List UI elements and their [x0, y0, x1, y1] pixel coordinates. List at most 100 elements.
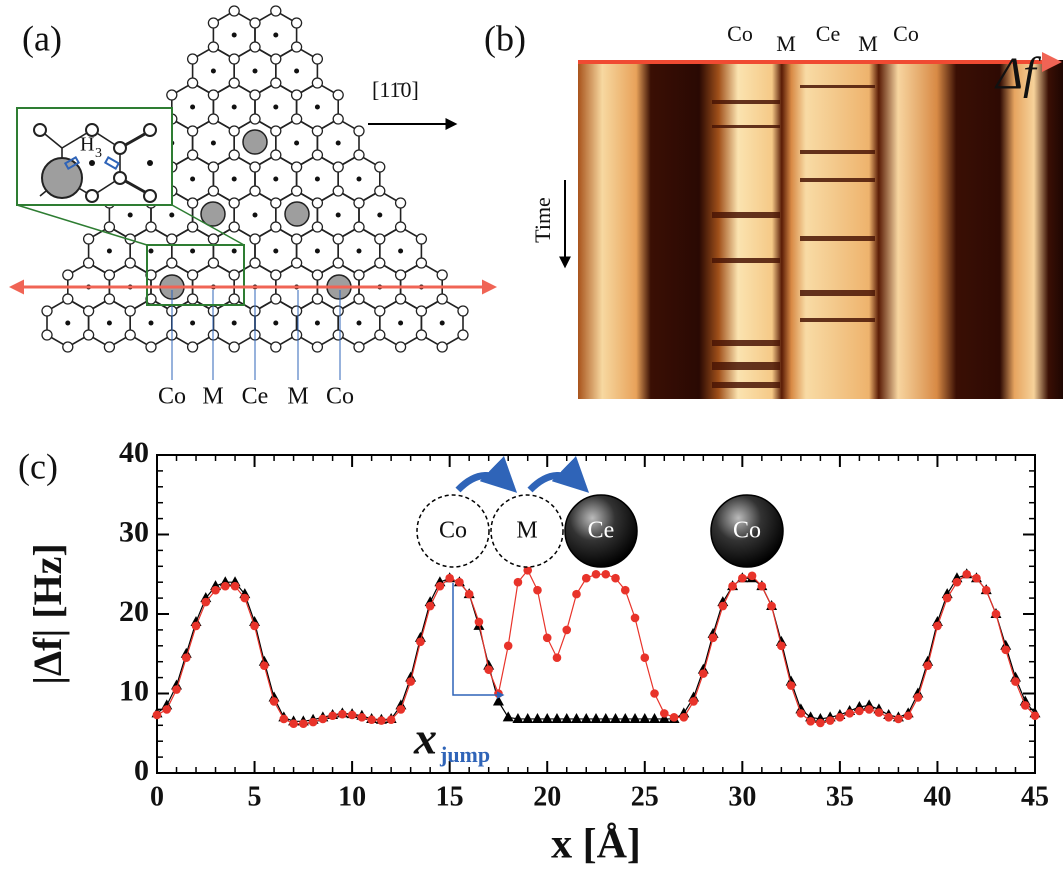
lattice-atom — [104, 342, 114, 352]
lattice-atom — [292, 258, 302, 268]
lattice-dot — [65, 321, 70, 326]
lattice-dot — [440, 321, 445, 326]
circle-marker — [865, 705, 874, 714]
triangle-marker — [551, 713, 562, 723]
stm-image — [578, 60, 1063, 399]
circle-marker — [748, 572, 757, 581]
lattice-atom — [354, 294, 364, 304]
triangle-marker — [649, 713, 660, 723]
x-tick-label: 5 — [248, 781, 262, 812]
lattice-atom — [229, 342, 239, 352]
lattice-dot — [273, 249, 278, 254]
triangle-marker — [600, 713, 611, 723]
circle-marker — [621, 586, 630, 595]
circle-marker — [914, 693, 923, 702]
lattice-atom — [271, 198, 281, 208]
lattice-atom — [104, 222, 114, 232]
lattice-atom — [312, 54, 322, 64]
x-tick-label: 25 — [631, 781, 659, 812]
triangle-marker — [542, 713, 553, 723]
lattice-atom — [188, 126, 198, 136]
site-label: Ce — [816, 21, 840, 46]
lattice-atom — [146, 222, 156, 232]
site-label: Co — [326, 384, 354, 410]
circle-marker — [680, 713, 689, 722]
lattice-atom — [229, 78, 239, 88]
lattice-atom — [292, 42, 302, 52]
circle-marker — [777, 642, 786, 651]
circle-marker — [640, 653, 649, 662]
circle-marker — [709, 634, 718, 643]
lattice-atom — [333, 234, 343, 244]
circle-marker — [162, 705, 171, 714]
circle-marker — [445, 574, 454, 583]
circle-marker — [767, 602, 776, 611]
x-tick-label: 45 — [1021, 781, 1049, 812]
lattice-dot — [232, 33, 237, 38]
time-label: Time — [530, 197, 555, 243]
lattice-atom — [208, 258, 218, 268]
site-label: Ce — [242, 384, 269, 410]
circle-marker — [192, 622, 201, 631]
lattice-atom — [84, 258, 94, 268]
site-label: Co — [893, 21, 919, 46]
circle-marker — [377, 716, 386, 725]
lattice-dot — [190, 321, 195, 326]
lattice-atom — [292, 186, 302, 196]
lattice-atom — [333, 162, 343, 172]
lattice-dot — [273, 321, 278, 326]
circle-marker — [562, 626, 571, 635]
lattice-atom — [354, 222, 364, 232]
circle-marker — [631, 614, 640, 623]
lattice-atom — [437, 294, 447, 304]
lattice-atom — [375, 234, 385, 244]
lattice-dot — [253, 213, 258, 218]
lattice-dot — [398, 249, 403, 254]
lattice-atom — [396, 270, 406, 280]
lattice-atom — [354, 270, 364, 280]
circle-marker — [758, 582, 767, 591]
circle-marker — [572, 590, 581, 599]
lattice-dot — [149, 249, 154, 254]
circle-marker — [719, 602, 728, 611]
lattice-atom — [292, 330, 302, 340]
jump-subscript: jump — [439, 742, 490, 767]
lattice-atom — [250, 186, 260, 196]
circle-marker — [582, 574, 591, 583]
lattice-dot — [107, 321, 112, 326]
circle-marker — [231, 582, 240, 591]
circle-marker — [211, 586, 220, 595]
lattice-atom — [312, 78, 322, 88]
lattice-atom — [354, 198, 364, 208]
circle-marker — [406, 677, 415, 686]
jump-symbol: x — [413, 713, 437, 764]
circle-marker — [367, 715, 376, 724]
x-tick-label: 20 — [533, 781, 561, 812]
lattice-atom — [271, 270, 281, 280]
lattice-atom — [333, 90, 343, 100]
triangle-marker — [561, 713, 572, 723]
site-label: M — [287, 384, 308, 410]
triangle-marker — [610, 713, 621, 723]
y-tick-label: 10 — [119, 674, 149, 707]
lattice-atom — [208, 42, 218, 52]
x-tick-label: 15 — [436, 781, 464, 812]
lattice-dot — [253, 69, 258, 74]
lattice-atom — [396, 294, 406, 304]
circle-marker — [592, 570, 601, 579]
lattice-dot — [357, 177, 362, 182]
lattice-dot — [315, 177, 320, 182]
lattice-atom — [208, 234, 218, 244]
series-line — [157, 574, 1035, 721]
lattice-atom — [354, 150, 364, 160]
circle-marker — [982, 586, 991, 595]
circle-marker — [455, 578, 464, 587]
atom-label: M — [516, 518, 537, 544]
lattice-atom — [312, 294, 322, 304]
lattice-dot — [398, 321, 403, 326]
circle-marker — [533, 586, 542, 595]
circle-marker — [787, 681, 796, 690]
lattice-atom — [312, 198, 322, 208]
y-tick-label: 20 — [119, 595, 149, 628]
